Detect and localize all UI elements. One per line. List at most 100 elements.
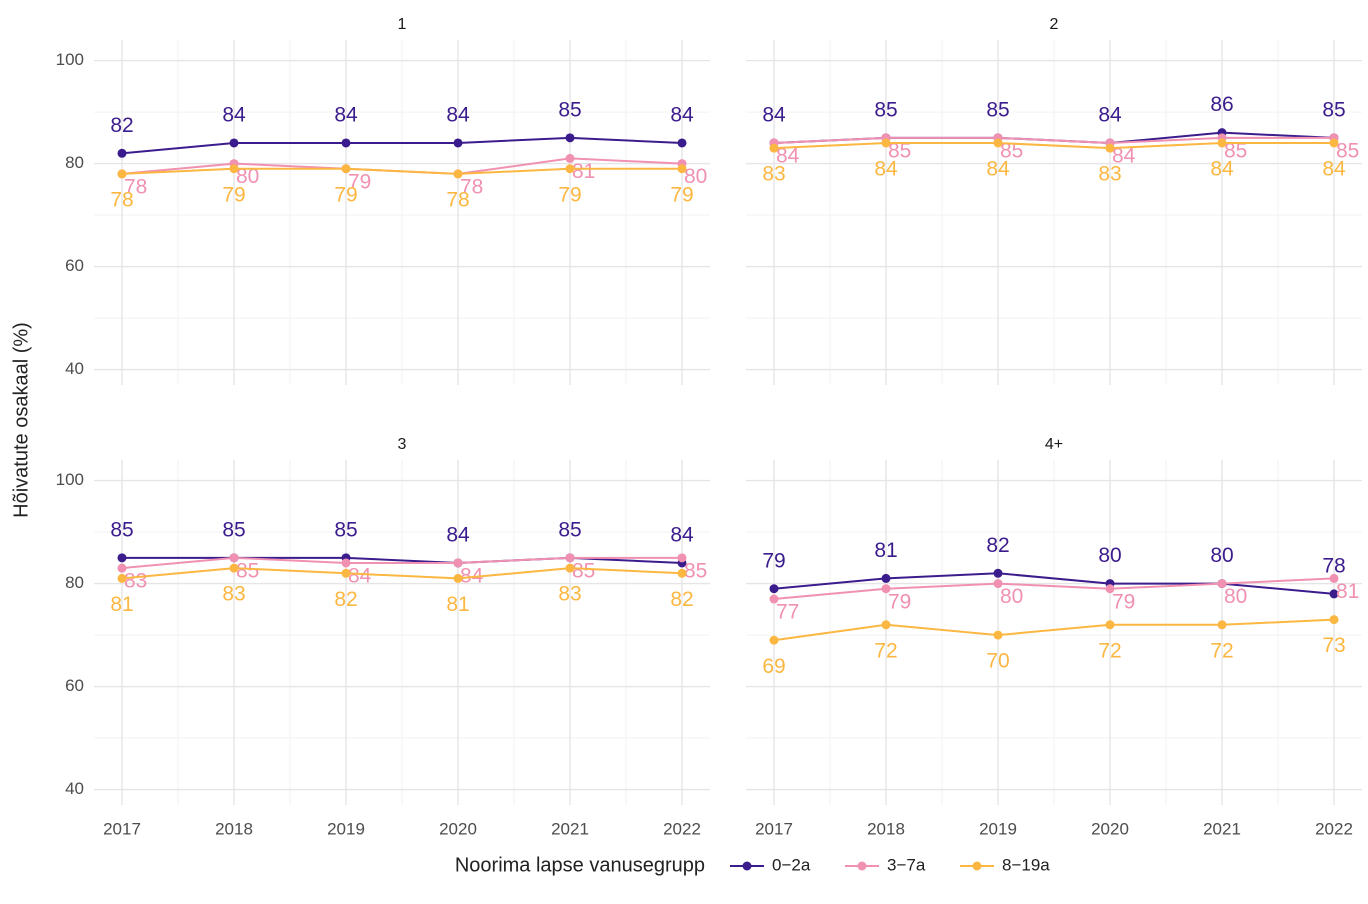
point (229, 563, 239, 573)
data-label: 85 (1000, 139, 1023, 162)
data-label: 86 (1210, 93, 1233, 116)
x-tick-label: 2018 (867, 819, 905, 838)
data-label: 84 (460, 565, 484, 588)
y-axis-label: Hõivatute osakaal (%) (10, 322, 32, 518)
data-label: 79 (348, 170, 371, 193)
data-label: 78 (110, 188, 133, 211)
point (881, 138, 891, 148)
data-label: 84 (776, 145, 800, 168)
data-label: 85 (874, 98, 897, 121)
point (993, 138, 1003, 148)
data-label: 84 (1322, 158, 1346, 181)
data-label: 81 (572, 160, 595, 183)
data-label: 80 (1098, 544, 1121, 567)
y-tick-label: 100 (56, 50, 84, 69)
series-line (773, 618, 1335, 642)
data-label: 85 (558, 98, 581, 121)
data-label: 85 (236, 559, 259, 582)
point (565, 563, 575, 573)
point (341, 138, 351, 148)
point (1217, 579, 1227, 589)
point (341, 558, 351, 568)
x-tick-label: 2021 (551, 819, 589, 838)
point (117, 573, 127, 583)
point (677, 553, 687, 563)
legend-key (742, 861, 752, 871)
data-label: 82 (986, 534, 1009, 557)
data-label: 85 (110, 518, 133, 541)
data-label: 85 (1322, 98, 1345, 121)
x-tick-label: 2017 (755, 819, 793, 838)
point (453, 169, 463, 179)
legend-label: 8−19a (1002, 855, 1050, 874)
point (1329, 589, 1339, 599)
point (769, 584, 779, 594)
point (677, 164, 687, 174)
point (565, 133, 575, 143)
point (341, 568, 351, 578)
data-label: 84 (334, 104, 358, 127)
data-label: 85 (1224, 139, 1247, 162)
data-label: 80 (1224, 585, 1247, 608)
data-label: 80 (1210, 544, 1233, 567)
x-tick-label: 2019 (979, 819, 1017, 838)
data-label: 85 (334, 518, 357, 541)
x-tick-label: 2017 (103, 819, 141, 838)
data-label: 85 (558, 518, 581, 541)
point (117, 563, 127, 573)
data-label: 84 (222, 104, 246, 127)
point (341, 164, 351, 174)
point (1217, 620, 1227, 630)
y-tick-label: 80 (65, 153, 84, 172)
point (769, 143, 779, 153)
series-line (773, 572, 1335, 595)
data-label: 81 (446, 593, 469, 616)
data-label: 84 (986, 158, 1010, 181)
data-label: 84 (446, 524, 470, 547)
series-line (121, 567, 683, 580)
data-label: 72 (1098, 639, 1121, 662)
point (993, 630, 1003, 640)
point (1329, 615, 1339, 625)
point (881, 620, 891, 630)
data-label: 85 (986, 98, 1009, 121)
data-label: 81 (110, 593, 133, 616)
data-label: 84 (874, 158, 898, 181)
point (1105, 143, 1115, 153)
data-label: 83 (558, 583, 581, 606)
y-tick-label: 60 (65, 256, 84, 275)
data-label: 80 (684, 165, 707, 188)
series-line (773, 577, 1335, 601)
point (453, 558, 463, 568)
data-label: 84 (670, 524, 694, 547)
point (1105, 584, 1115, 594)
point (453, 138, 463, 148)
x-tick-label: 2019 (327, 819, 365, 838)
y-tick-label: 40 (65, 359, 84, 378)
x-tick-label: 2022 (663, 819, 701, 838)
data-label: 84 (762, 104, 786, 127)
legend-label: 0−2a (772, 855, 811, 874)
panel-title: 1 (398, 16, 407, 33)
x-tick-label: 2020 (1091, 819, 1129, 838)
x-tick-label: 2022 (1315, 819, 1353, 838)
data-label: 84 (1112, 145, 1136, 168)
point (117, 169, 127, 179)
point (453, 573, 463, 583)
point (993, 568, 1003, 578)
data-label: 79 (222, 183, 245, 206)
x-tick-label: 2020 (439, 819, 477, 838)
point (1329, 573, 1339, 583)
series-line (773, 136, 1334, 144)
data-label: 82 (334, 588, 357, 611)
series-line (121, 167, 682, 175)
point (229, 164, 239, 174)
legend-label: 3−7a (887, 855, 926, 874)
y-tick-label: 80 (65, 573, 84, 592)
data-label: 81 (874, 539, 897, 562)
series-line (773, 141, 1334, 150)
x-tick-label: 2021 (1203, 819, 1241, 838)
point (677, 568, 687, 578)
data-label: 84 (670, 104, 694, 127)
